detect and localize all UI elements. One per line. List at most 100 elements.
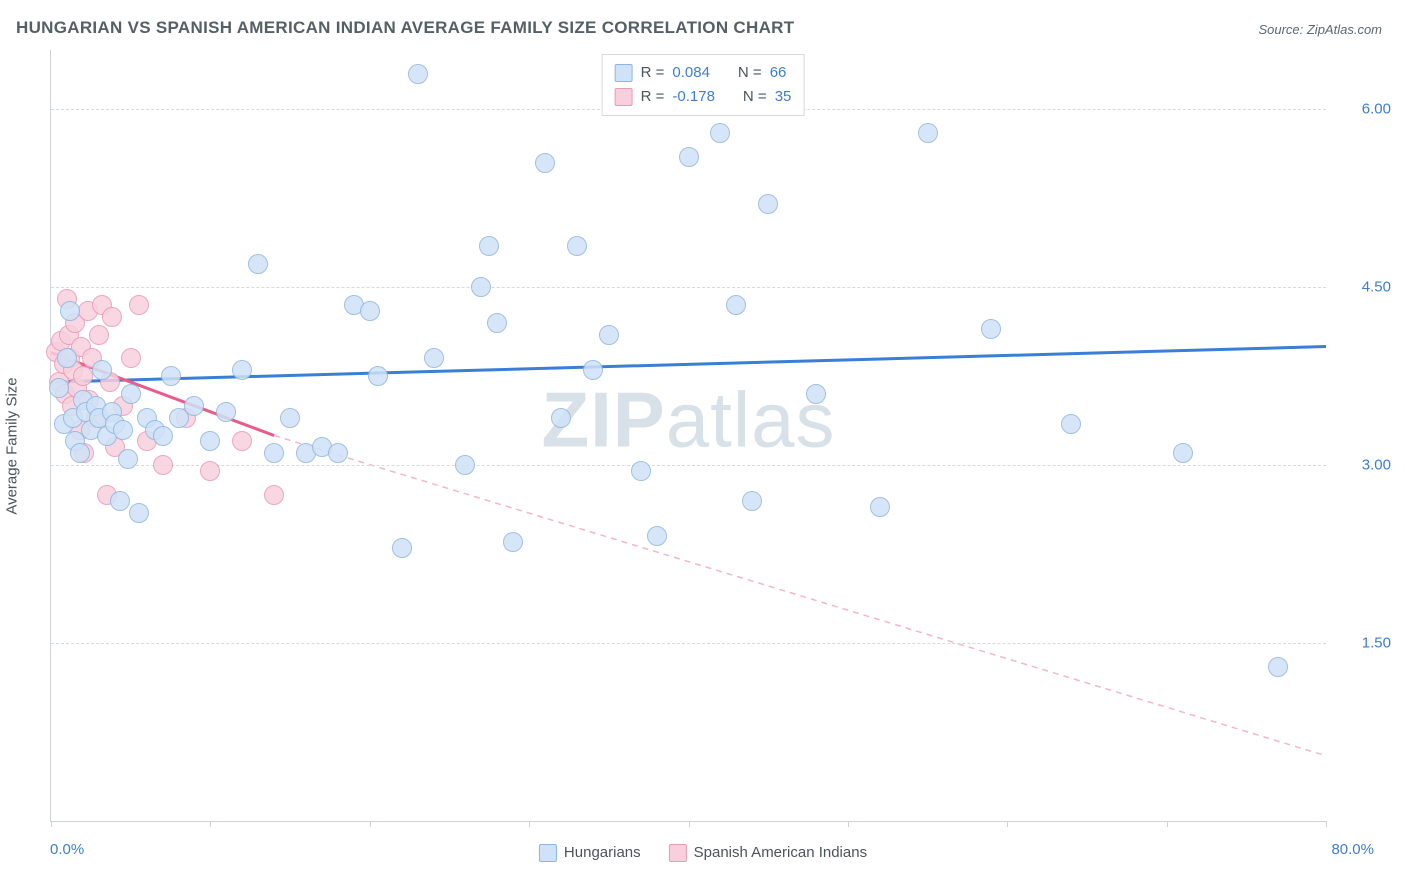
hungarians-point <box>153 426 173 446</box>
hungarians-point <box>60 301 80 321</box>
hungarians-point <box>1268 657 1288 677</box>
spanish-point <box>264 485 284 505</box>
hungarians-point <box>129 503 149 523</box>
hungarians-point <box>710 123 730 143</box>
x-tick-mark <box>370 821 371 827</box>
hungarians-point <box>392 538 412 558</box>
chart-title: HUNGARIAN VS SPANISH AMERICAN INDIAN AVE… <box>16 18 794 38</box>
hungarians-point <box>479 236 499 256</box>
hungarians-point <box>503 532 523 552</box>
r-value: 0.084 <box>672 61 710 85</box>
hungarians-point <box>232 360 252 380</box>
hungarians-point <box>1173 443 1193 463</box>
spanish-point <box>200 461 220 481</box>
legend-item-spanish: Spanish American Indians <box>669 844 867 862</box>
hungarians-point <box>535 153 555 173</box>
hungarians-point <box>981 319 1001 339</box>
hungarians-point <box>49 378 69 398</box>
x-tick-mark <box>51 821 52 827</box>
r-label: R = <box>641 61 665 85</box>
x-tick-mark <box>1326 821 1327 827</box>
hungarians-point <box>424 348 444 368</box>
hungarians-point <box>758 194 778 214</box>
x-tick-mark <box>689 821 690 827</box>
hungarians-point <box>280 408 300 428</box>
hungarians-point <box>471 277 491 297</box>
hungarians-point <box>161 366 181 386</box>
x-tick-mark <box>848 821 849 827</box>
spanish-label: Spanish American Indians <box>694 844 867 861</box>
x-tick-mark <box>210 821 211 827</box>
hungarians-point <box>742 491 762 511</box>
hungarians-point <box>118 449 138 469</box>
hungarians-point <box>870 497 890 517</box>
y-tick-label: 4.50 <box>1336 279 1391 296</box>
x-tick-mark <box>1007 821 1008 827</box>
legend-item-hungarians: Hungarians <box>539 844 641 862</box>
hungarians-point <box>455 455 475 475</box>
spanish-point <box>89 325 109 345</box>
hungarians-point <box>551 408 571 428</box>
y-axis-label: Average Family Size <box>4 377 21 514</box>
y-tick-label: 6.00 <box>1336 101 1391 118</box>
hungarians-point <box>647 526 667 546</box>
hungarians-point <box>806 384 826 404</box>
stats-legend: R = 0.084 N = 66 R = -0.178 N = 35 <box>602 54 805 116</box>
hungarians-point <box>368 366 388 386</box>
hungarians-point <box>110 491 130 511</box>
spanish-point <box>121 348 141 368</box>
hungarians-point <box>487 313 507 333</box>
hungarians-point <box>567 236 587 256</box>
legend-swatch <box>615 88 633 106</box>
hungarians-point <box>360 301 380 321</box>
hungarians-swatch <box>539 844 557 862</box>
y-tick-label: 1.50 <box>1336 635 1391 652</box>
hungarians-point <box>121 384 141 404</box>
spanish-point <box>232 431 252 451</box>
hungarians-point <box>726 295 746 315</box>
hungarians-point <box>113 420 133 440</box>
stats-legend-row: R = -0.178 N = 35 <box>615 85 792 109</box>
n-value: 66 <box>770 61 787 85</box>
hungarians-point <box>583 360 603 380</box>
r-value: -0.178 <box>672 85 715 109</box>
hungarians-point <box>264 443 284 463</box>
hungarians-label: Hungarians <box>564 844 641 861</box>
r-label: R = <box>641 85 665 109</box>
chart-plot-area: ZIPatlas 1.503.004.506.00 <box>50 50 1326 822</box>
n-label: N = <box>738 61 762 85</box>
hungarians-point <box>216 402 236 422</box>
n-label: N = <box>743 85 767 109</box>
spanish-point <box>73 366 93 386</box>
spanish-point <box>153 455 173 475</box>
spanish-swatch <box>669 844 687 862</box>
legend-swatch <box>615 64 633 82</box>
hungarians-point <box>70 443 90 463</box>
hungarians-point <box>918 123 938 143</box>
spanish-point <box>102 307 122 327</box>
hungarians-point <box>57 348 77 368</box>
x-tick-mark <box>1167 821 1168 827</box>
y-tick-label: 3.00 <box>1336 457 1391 474</box>
hungarians-point <box>679 147 699 167</box>
watermark: ZIPatlas <box>541 375 835 466</box>
hungarians-point <box>328 443 348 463</box>
x-tick-mark <box>529 821 530 827</box>
grid-line <box>51 465 1326 466</box>
grid-line <box>51 287 1326 288</box>
hungarians-point <box>200 431 220 451</box>
hungarians-point <box>631 461 651 481</box>
source-label: Source: ZipAtlas.com <box>1258 22 1382 37</box>
hungarians-point <box>599 325 619 345</box>
series-legend: Hungarians Spanish American Indians <box>539 844 867 862</box>
n-value: 35 <box>775 85 792 109</box>
x-axis-min-label: 0.0% <box>50 841 84 858</box>
grid-line <box>51 643 1326 644</box>
hungarians-point <box>408 64 428 84</box>
spanish-point <box>129 295 149 315</box>
hungarians-point <box>248 254 268 274</box>
hungarians-point <box>184 396 204 416</box>
hungarians-point <box>92 360 112 380</box>
stats-legend-row: R = 0.084 N = 66 <box>615 61 792 85</box>
x-axis-max-label: 80.0% <box>1331 841 1374 858</box>
